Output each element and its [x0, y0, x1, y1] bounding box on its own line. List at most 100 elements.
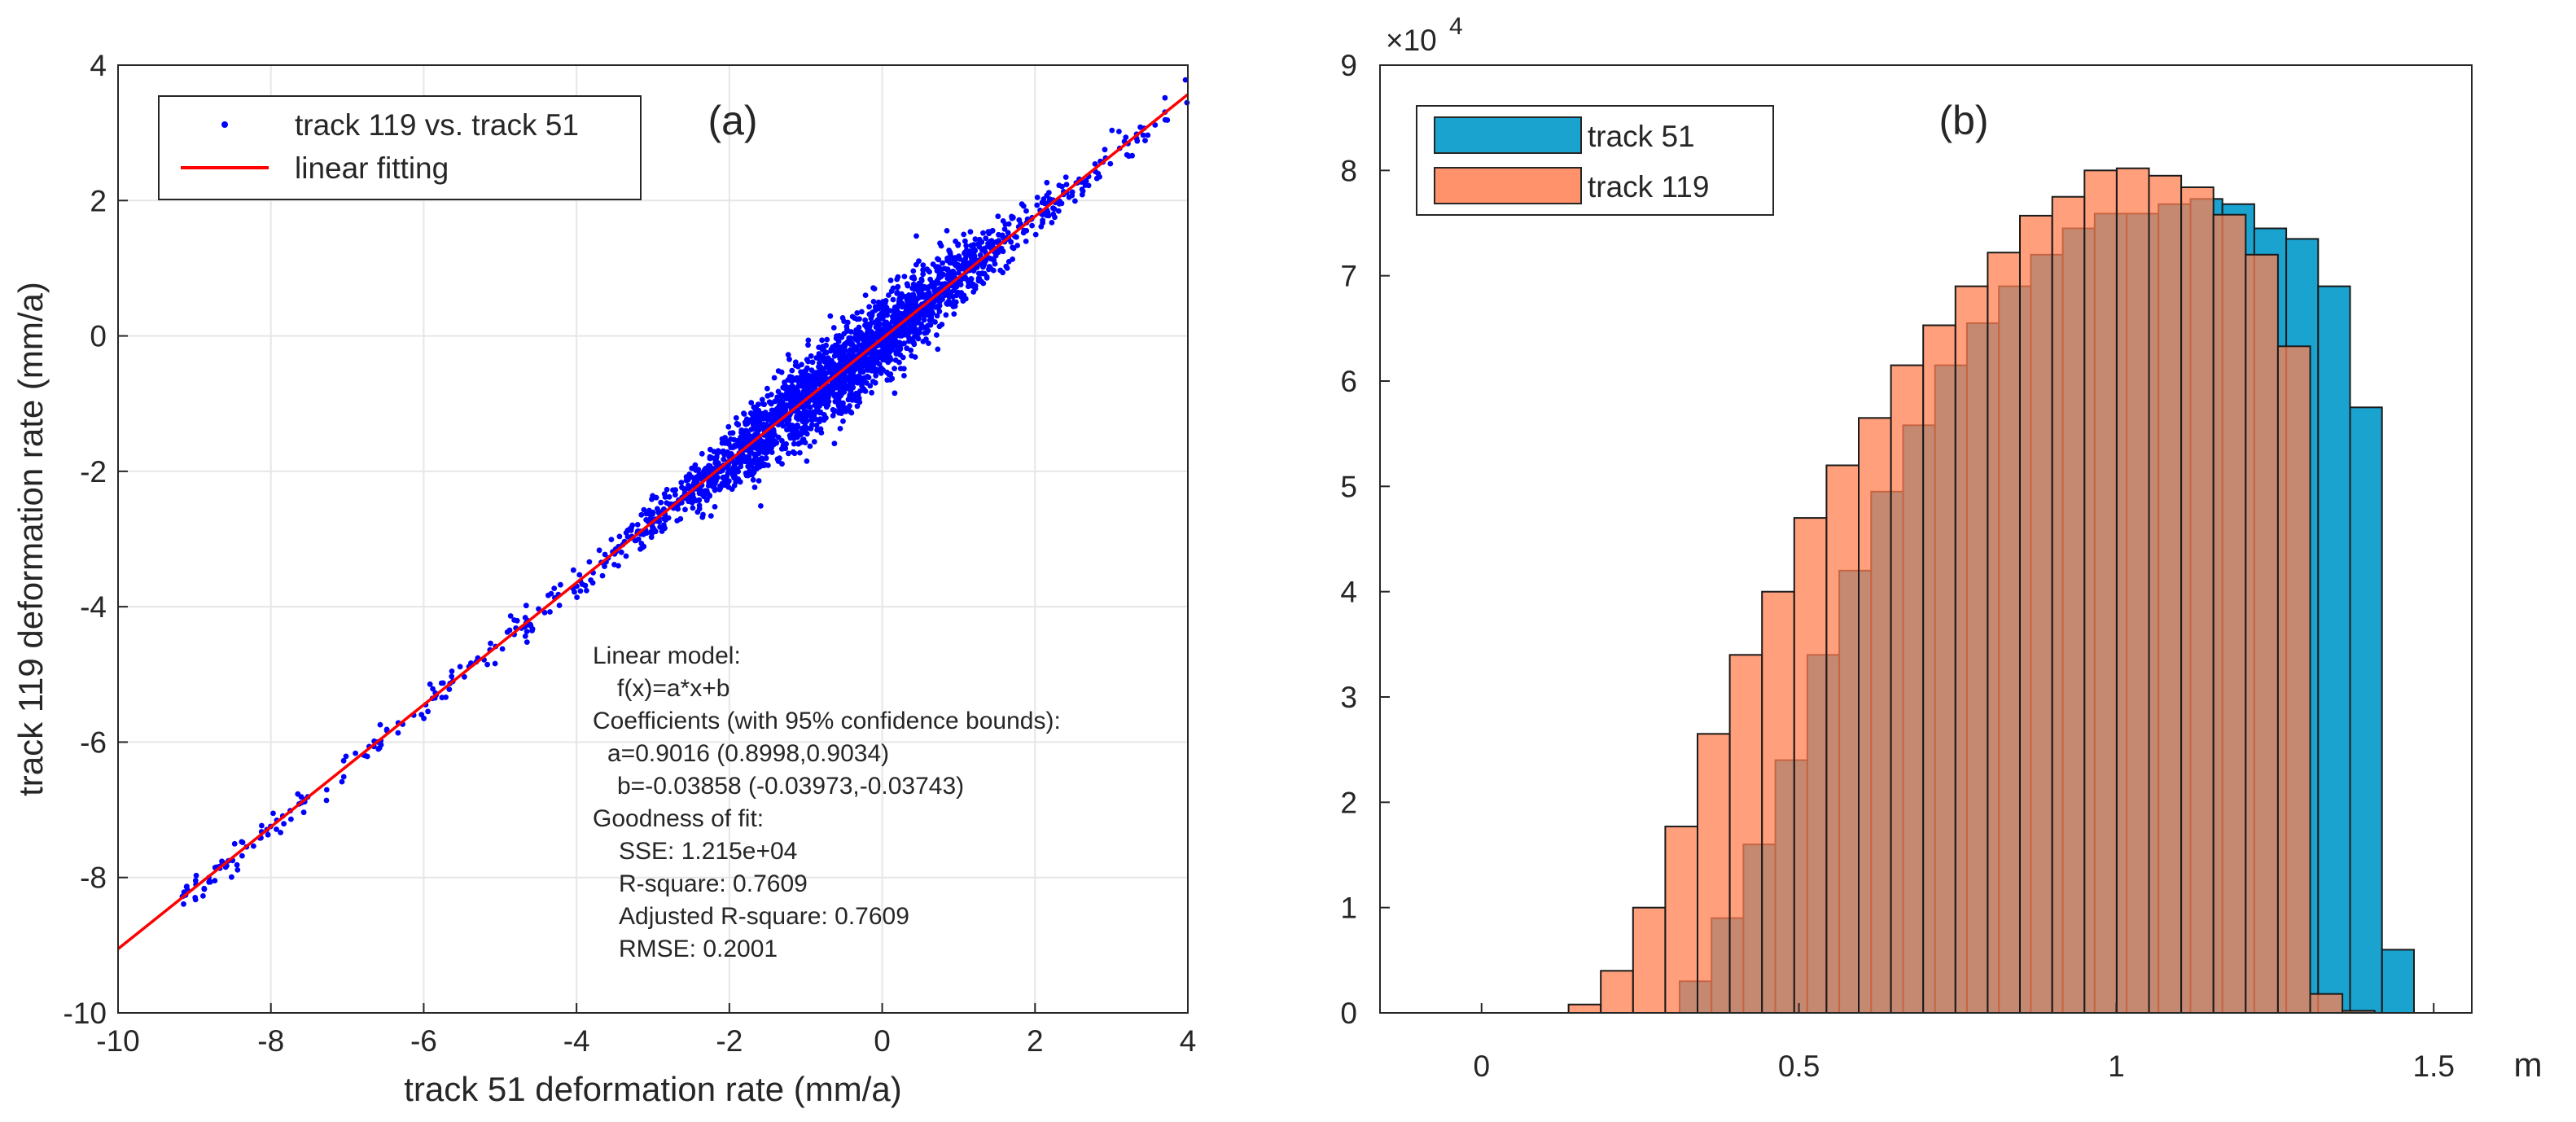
scatter-point	[719, 449, 725, 455]
scatter-point	[921, 283, 927, 290]
scatter-point	[259, 822, 265, 829]
legend-track-51-label: track 51	[1588, 120, 1695, 153]
scatter-point	[980, 280, 987, 287]
scatter-point	[800, 375, 806, 382]
scatter-point	[983, 258, 988, 264]
scatter-point	[852, 331, 859, 337]
scatter-point	[749, 411, 756, 417]
scatter-point	[1066, 194, 1072, 200]
histogram-bar-track-119	[2180, 186, 2215, 1014]
scatter-point	[890, 296, 896, 303]
hist-y-tick-label: 1	[1340, 892, 1357, 925]
scatter-point	[817, 410, 823, 416]
scatter-point	[791, 397, 797, 404]
scatter-point	[813, 422, 820, 428]
scatter-point	[1079, 191, 1085, 198]
scatter-point	[843, 408, 849, 414]
scatter-point	[769, 415, 774, 422]
scatter-point	[962, 238, 968, 244]
scatter-point	[786, 417, 792, 423]
scatter-point	[808, 413, 814, 419]
scatter-point	[805, 372, 812, 379]
scatter-point	[944, 228, 950, 234]
scatter-point	[847, 403, 852, 409]
scatter-point	[854, 310, 861, 316]
scatter-point	[743, 420, 749, 427]
histogram-bar-track-51	[2317, 285, 2351, 1015]
scatter-point	[983, 235, 989, 242]
scatter-point	[782, 445, 789, 452]
scatter-point	[780, 423, 786, 429]
scatter-point	[816, 344, 822, 350]
hist-y-tick-label: 8	[1340, 154, 1357, 187]
scatter-point	[846, 335, 852, 341]
scatter-point	[899, 300, 905, 306]
scatter-point	[661, 491, 668, 497]
scatter-point	[1014, 243, 1020, 248]
scatter-point	[641, 506, 647, 513]
histogram-bar-track-119	[1987, 252, 2021, 1014]
scatter-point	[773, 414, 780, 420]
y-tick-label: -2	[80, 455, 107, 489]
histogram-bar-track-119	[1858, 417, 1892, 1014]
histogram-axes-box	[1379, 64, 2473, 1014]
x-tick-label: -6	[410, 1024, 437, 1058]
scatter-point	[722, 440, 729, 446]
scatter-point	[713, 474, 720, 480]
scatter-point	[758, 503, 764, 509]
scatter-point	[930, 261, 936, 267]
scatter-point	[872, 379, 878, 386]
scatter-point	[739, 439, 746, 445]
y-tick-label: -8	[80, 861, 107, 895]
scatter-point	[940, 260, 945, 266]
scatter-point	[231, 840, 238, 847]
scatter-point	[750, 426, 756, 432]
scatter-point	[894, 290, 900, 296]
scatter-point	[664, 500, 670, 506]
scatter-point	[741, 433, 747, 440]
scatter-point	[1126, 153, 1132, 160]
histogram-bar-track-119	[2309, 993, 2344, 1014]
legend-scatter-label: track 119 vs. track 51	[295, 108, 579, 142]
scatter-point	[868, 315, 874, 322]
scatter-point	[717, 484, 724, 491]
scatter-point	[935, 346, 941, 353]
scatter-point	[826, 387, 832, 392]
scatter-point	[229, 874, 234, 880]
scatter-point	[837, 426, 843, 432]
scatter-point	[748, 400, 755, 405]
scatter-point	[836, 333, 843, 339]
scatter-point	[869, 389, 874, 396]
scatter-point	[1016, 217, 1023, 223]
scatter-point	[942, 292, 948, 299]
scatter-point	[813, 400, 818, 405]
scatter-point	[690, 480, 697, 486]
scatter-point	[778, 369, 785, 375]
scatter-point	[952, 255, 958, 261]
scatter-point	[911, 329, 918, 335]
scatter-point	[882, 322, 887, 329]
scatter-point	[890, 315, 896, 322]
scatter-point	[524, 639, 530, 645]
scatter-point	[918, 278, 925, 284]
scatter-point	[895, 284, 900, 291]
scatter-point	[833, 367, 839, 374]
scatter-point	[862, 317, 868, 323]
legend-scatter-marker	[221, 121, 228, 128]
scatter-point	[877, 368, 883, 375]
scatter-point	[782, 379, 787, 385]
scatter-point	[658, 499, 664, 506]
scatter-point	[1107, 160, 1114, 167]
scatter-point	[948, 269, 955, 275]
scatter-point	[323, 787, 330, 793]
scatter-point	[965, 283, 971, 290]
scatter-point	[901, 373, 907, 379]
scatter-point	[1023, 208, 1029, 214]
scatter-point	[462, 673, 467, 680]
scatter-point	[1145, 132, 1151, 138]
scatter-point	[839, 353, 844, 358]
scatter-panel-a: -10 -8 -6 -4 -2 0 2 4 -10 -8 -6 -4 -2 0 2 4 track 51 d…	[11, 49, 1196, 1108]
scatter-point	[984, 275, 990, 281]
scatter-point	[860, 362, 866, 369]
scatter-point	[808, 425, 814, 432]
